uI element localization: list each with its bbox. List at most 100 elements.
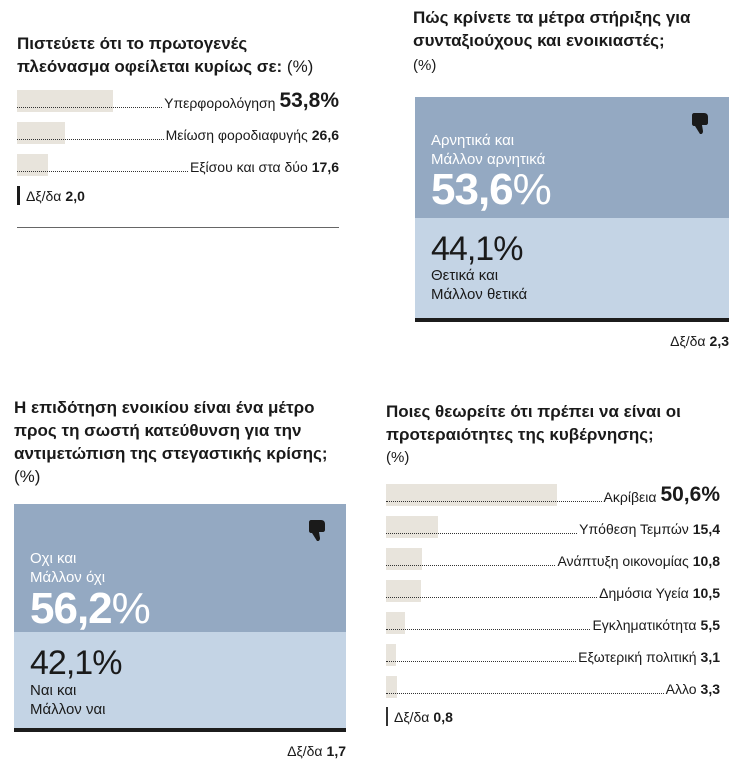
positive-segment	[415, 218, 729, 318]
category-label: Εξίσου και στα δύο	[189, 159, 308, 175]
positive-label-1: Ναι και	[30, 682, 77, 699]
bar-row: Δημόσια Υγεία 10,5	[386, 580, 720, 602]
negative-value: 56,2%	[30, 584, 151, 633]
positive-label-2: Μάλλον θετικά	[431, 286, 528, 303]
category-label: Εξωτερική πολιτική	[578, 649, 697, 665]
residual: Δξ/δα 2,0	[17, 186, 85, 205]
positive-label-2: Μάλλον ναι	[30, 701, 106, 718]
bar	[386, 644, 396, 666]
positive-label-1: Θετικά και	[431, 267, 499, 284]
bar-label-row: Εγκληματικότητα 5,5	[386, 612, 720, 634]
leader-dots	[386, 565, 556, 566]
bar-row: Ακρίβεια 50,6%	[386, 484, 720, 506]
residual-marker	[17, 186, 20, 205]
category-label: Υπερφορολόγηση	[164, 95, 276, 111]
bar-label-row: Μείωση φοροδιαφυγής 26,6	[17, 122, 339, 144]
block-baseline	[14, 728, 346, 732]
residual: Δξ/δα 0,8	[386, 707, 453, 726]
value-label: 10,8	[692, 553, 720, 569]
residual-value: 2,0	[65, 187, 85, 204]
category-label: Ακρίβεια	[603, 489, 657, 505]
negative-label-2: Μάλλον όχι	[30, 569, 106, 586]
residual-label: Δξ/δα	[26, 187, 62, 204]
residual-label: Δξ/δα	[287, 743, 323, 759]
value-label: 50,6%	[660, 483, 720, 506]
value-label: 26,6	[311, 127, 339, 143]
bar-label-row: Εξίσου και στα δύο 17,6	[17, 154, 339, 176]
leader-dots	[386, 661, 577, 662]
panel-support-measures: Πώς κρίνετε τα μέτρα στήριξης για συνταξ…	[413, 6, 729, 349]
bar	[386, 580, 421, 602]
positive-value: 42,1%	[30, 644, 122, 682]
negative-value: 53,6%	[431, 165, 552, 214]
category-label: Μείωση φοροδιαφυγής	[165, 127, 308, 143]
bar	[17, 154, 48, 176]
bar-label-row: Υπόθεση Τεμπών 15,4	[386, 516, 720, 538]
bar-row: Εγκληματικότητα 5,5	[386, 612, 720, 634]
bar-label-row: Υπερφορολόγηση 53,8%	[17, 90, 339, 112]
category-label: Αλλο	[665, 681, 697, 697]
leader-dots	[386, 597, 598, 598]
positive-segment	[14, 632, 346, 728]
bar	[386, 676, 397, 698]
negative-label-1: Αρνητικά και	[431, 132, 515, 149]
thumbs-down-icon	[692, 113, 708, 134]
leader-dots	[386, 533, 578, 534]
category-label: Ανάπτυξη οικονομίας	[557, 553, 689, 569]
leader-dots	[386, 693, 664, 694]
negative-label-1: Οχι και	[30, 550, 77, 567]
bar-row: Υπερφορολόγηση 53,8%	[17, 90, 339, 112]
bar-label-row: Ανάπτυξη οικονομίας 10,8	[386, 548, 720, 570]
bar	[17, 122, 65, 144]
value-label: 15,4	[692, 521, 720, 537]
leader-dots	[17, 107, 163, 108]
bar-row: Εξίσου και στα δύο 17,6	[17, 154, 339, 176]
value-label: 10,5	[692, 585, 720, 601]
bar	[17, 90, 113, 112]
residual: Δξ/δα 1,7	[287, 743, 346, 759]
thumbs-down-icon	[309, 520, 325, 541]
value-label: 3,3	[700, 681, 720, 697]
leader-dots	[386, 629, 591, 630]
bar-row: Υπόθεση Τεμπών 15,4	[386, 516, 720, 538]
bar-row: Εξωτερική πολιτική 3,1	[386, 644, 720, 666]
positive-value: 44,1%	[431, 230, 523, 268]
bar	[386, 548, 422, 570]
value-label: 3,1	[700, 649, 720, 665]
residual-label: Δξ/δα	[394, 708, 430, 725]
negative-label-2: Μάλλον αρνητικά	[431, 151, 546, 168]
value-label: 53,8%	[279, 89, 339, 112]
category-label: Δημόσια Υγεία	[599, 585, 689, 601]
bar-label-row: Δημόσια Υγεία 10,5	[386, 580, 720, 602]
residual-value: 0,8	[433, 708, 453, 725]
leader-dots	[386, 501, 602, 502]
bar-label-row: Αλλο 3,3	[386, 676, 720, 698]
leader-dots	[17, 139, 164, 140]
panel-rent-subsidy: Η επιδότηση ενοικίου είναι ένα μέτρο προ…	[14, 396, 346, 759]
negative-segment	[415, 97, 729, 218]
bar	[386, 516, 438, 538]
residual-marker	[386, 707, 388, 726]
residual-label: Δξ/δα	[670, 333, 706, 349]
chart-title: Πώς κρίνετε τα μέτρα στήριξης για συνταξ…	[413, 8, 691, 50]
bar	[386, 484, 557, 506]
leader-dots	[17, 171, 188, 172]
chart-title: Η επιδότηση ενοικίου είναι ένα μέτρο προ…	[14, 398, 328, 486]
bar-row: Ανάπτυξη οικονομίας 10,8	[386, 548, 720, 570]
value-label: 5,5	[700, 617, 720, 633]
stacked-block: Οχι και Μάλλον όχι 56,2% 42,1% Ναι και Μ…	[14, 504, 346, 732]
residual-value: 2,3	[709, 333, 729, 349]
block-baseline	[415, 318, 729, 322]
category-label: Εγκληματικότητα	[592, 617, 697, 633]
bar-row: Αλλο 3,3	[386, 676, 720, 698]
chart-title: Πιστεύετε ότι το πρωτογενές πλεόνασμα οφ…	[17, 34, 314, 76]
panel-priorities: Ποιες θεωρείτε ότι πρέπει να είναι οι πρ…	[386, 400, 720, 726]
panel-surplus: Πιστεύετε ότι το πρωτογενές πλεόνασμα οφ…	[17, 32, 339, 228]
chart-title: Ποιες θεωρείτε ότι πρέπει να είναι οι πρ…	[386, 402, 681, 444]
bar	[386, 612, 405, 634]
residual-value: 1,7	[326, 743, 346, 759]
chart-unit: (%)	[413, 57, 437, 74]
residual: Δξ/δα 2,3	[670, 333, 729, 349]
divider	[17, 227, 339, 228]
bar-label-row: Ακρίβεια 50,6%	[386, 484, 720, 506]
